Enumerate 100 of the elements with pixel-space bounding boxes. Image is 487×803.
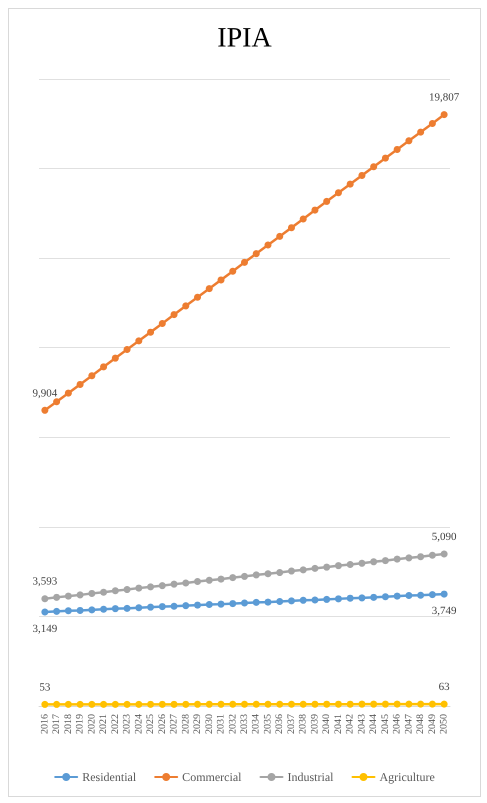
point [41, 700, 48, 708]
point [382, 557, 389, 564]
point [394, 700, 401, 708]
point [252, 700, 260, 708]
point [206, 600, 213, 608]
x-tick-label: 2048 [415, 714, 426, 734]
point [53, 398, 60, 406]
point [252, 571, 260, 578]
x-tick-label: 2022 [110, 714, 121, 734]
point [300, 216, 307, 223]
point [158, 320, 166, 328]
point [182, 579, 190, 586]
point [100, 700, 108, 708]
x-tick-label: 2045 [380, 714, 391, 734]
point [241, 599, 248, 606]
point [158, 603, 166, 610]
x-tick-label: 2042 [344, 714, 356, 734]
point [394, 592, 401, 600]
point [288, 224, 295, 232]
data-label: 3,749 [432, 605, 458, 618]
point [147, 604, 154, 611]
point [300, 700, 307, 708]
point [135, 604, 142, 612]
point [323, 198, 330, 205]
point [334, 700, 342, 708]
point [218, 276, 225, 284]
point [194, 700, 202, 708]
point [358, 594, 366, 602]
point [264, 598, 272, 606]
x-tick-label: 2041 [332, 714, 344, 734]
point [194, 602, 202, 609]
x-tick-label: 2025 [145, 714, 156, 734]
point [194, 294, 202, 301]
point [440, 111, 448, 118]
point [241, 572, 248, 580]
point [440, 700, 448, 708]
x-tick-label: 2034 [250, 714, 262, 734]
point [241, 258, 248, 266]
x-tick-label: 2020 [86, 714, 98, 734]
x-tick-label: 2040 [321, 714, 332, 734]
point [158, 700, 166, 708]
x-tick-label: 2016 [39, 714, 50, 734]
point [88, 372, 96, 380]
x-tick-label: 2032 [227, 714, 238, 734]
data-label: 63 [438, 681, 450, 694]
point [311, 596, 318, 604]
point [405, 554, 412, 562]
point [311, 206, 318, 214]
point [229, 600, 236, 608]
point [264, 242, 272, 249]
point [358, 700, 366, 708]
point [124, 346, 131, 354]
point [53, 608, 60, 615]
x-tick-label: 2047 [403, 714, 414, 734]
point [88, 700, 96, 708]
x-tick-label: 2038 [298, 714, 309, 734]
x-tick-label: 2035 [262, 714, 274, 734]
point [218, 576, 225, 583]
point [135, 584, 142, 592]
point [276, 232, 284, 240]
point [76, 700, 84, 708]
point [264, 700, 272, 708]
point [41, 406, 48, 414]
point [124, 586, 131, 594]
data-label: 19,807 [429, 92, 460, 104]
legend-label: Commercial [182, 770, 242, 784]
point [112, 700, 119, 708]
x-tick-label: 2024 [133, 714, 144, 734]
point [64, 390, 72, 397]
point [264, 570, 272, 578]
legend-label: Industrial [288, 770, 334, 784]
point [405, 592, 412, 600]
point [100, 588, 108, 596]
point [370, 594, 378, 601]
point [100, 606, 108, 613]
x-tick-label: 2037 [286, 714, 297, 734]
point [41, 595, 48, 602]
point [218, 700, 225, 708]
point [346, 594, 354, 602]
point [135, 337, 142, 344]
data-label: 53 [39, 681, 51, 694]
x-tick-label: 2044 [368, 714, 380, 734]
point [334, 189, 342, 196]
x-tick-label: 2050 [438, 714, 450, 734]
x-tick-label: 2029 [192, 714, 204, 734]
point [417, 553, 424, 560]
point [300, 596, 307, 604]
point [241, 700, 248, 708]
point [300, 566, 307, 574]
point [88, 606, 96, 614]
point [334, 562, 342, 570]
point [64, 700, 72, 708]
x-tick-label: 2019 [74, 714, 86, 734]
point [394, 556, 401, 563]
x-tick-label: 2027 [168, 714, 180, 734]
legend-label: Residential [82, 770, 137, 784]
data-label: 3,149 [32, 622, 58, 635]
point [76, 606, 84, 614]
point [334, 595, 342, 602]
point [417, 592, 424, 599]
